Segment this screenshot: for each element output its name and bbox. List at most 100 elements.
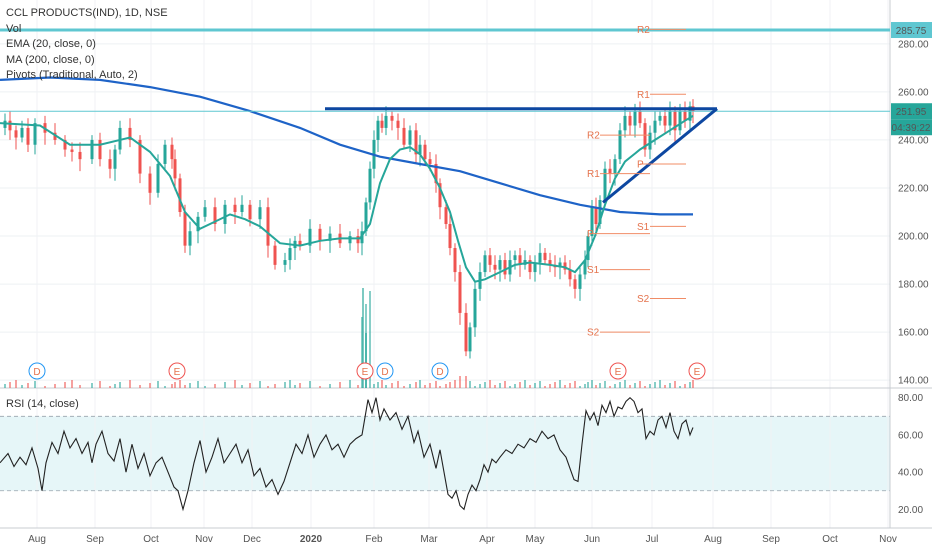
rsi-tick-label: 60.00: [898, 430, 923, 441]
candle-body: [283, 260, 287, 265]
volume-bar: [599, 383, 601, 388]
volume-bar: [189, 383, 191, 388]
volume-bar: [381, 380, 383, 388]
candle-body: [414, 130, 418, 155]
candle-body: [384, 115, 388, 128]
candle-body: [453, 248, 457, 273]
price-tick-label: 220.00: [898, 183, 929, 194]
volume-bar: [249, 383, 251, 388]
volume-bar: [534, 383, 536, 388]
volume-bar: [294, 385, 296, 388]
candle-body: [583, 260, 587, 275]
time-tick-label: Jun: [584, 534, 600, 545]
volume-bar: [574, 381, 576, 388]
price-tick-label: 140.00: [898, 376, 929, 387]
volume-bar: [329, 384, 331, 388]
pivot-label: P: [587, 229, 594, 240]
candle-body: [528, 260, 532, 273]
candle-body: [573, 279, 577, 289]
candle-body: [586, 236, 590, 261]
candle-body: [20, 127, 24, 138]
candle-body: [648, 132, 652, 150]
volume-bar: [419, 380, 421, 388]
volume-bar: [289, 380, 291, 388]
volume-bar: [439, 386, 441, 388]
candle-body: [608, 168, 612, 174]
candle-body: [128, 127, 132, 140]
candle-body: [623, 115, 627, 131]
volume-bar: [21, 385, 23, 388]
pivot-label: P: [637, 159, 644, 170]
candle-body: [258, 207, 262, 220]
rsi-line: [0, 396, 694, 512]
volume-bar: [34, 381, 36, 388]
candle-body: [444, 207, 448, 225]
candle-body: [53, 132, 57, 140]
volume-bar: [494, 385, 496, 388]
rsi-tick-label: 20.00: [898, 505, 923, 516]
candle-body: [156, 163, 160, 193]
volume-bar: [569, 383, 571, 388]
candle-body: [473, 288, 477, 328]
volume-bar: [649, 384, 651, 388]
volume-bar: [415, 382, 417, 388]
volume-bar: [544, 386, 546, 388]
candle-body: [598, 199, 602, 225]
candle-body: [273, 245, 277, 265]
volume-bar: [184, 385, 186, 388]
volume-bar: [634, 383, 636, 388]
r2-price-badge-text: 285.75: [896, 26, 927, 37]
candle-body: [653, 120, 657, 133]
volume-bar: [99, 381, 101, 388]
candle-body: [178, 178, 182, 213]
earnings-marker-label: E: [694, 367, 701, 378]
volume-bar: [549, 384, 551, 388]
volume-bar: [524, 380, 526, 388]
candle-body: [70, 149, 74, 152]
pivot-label: R1: [587, 169, 600, 180]
price-tick-label: 180.00: [898, 280, 929, 291]
candle-body: [223, 204, 227, 225]
legend-ema[interactable]: EMA (20, close, 0): [6, 38, 96, 50]
candle-body: [408, 130, 412, 145]
chart-legend: CCL PRODUCTS(IND), 1D, NSE Vol EMA (20, …: [6, 6, 168, 84]
candle-body: [78, 151, 82, 160]
legend-symbol[interactable]: CCL PRODUCTS(IND), 1D, NSE: [6, 7, 168, 19]
candle-body: [658, 115, 662, 121]
candle-body: [318, 228, 322, 241]
legend-volume[interactable]: Vol: [6, 22, 22, 35]
dividend-marker-label: D: [33, 367, 40, 378]
volume-bar: [587, 382, 589, 388]
earnings-marker-label: E: [174, 367, 181, 378]
earnings-marker: [168, 362, 186, 380]
candle-body: [376, 120, 380, 140]
earnings-marker: [609, 362, 627, 380]
volume-bar: [469, 381, 471, 388]
r2-price-badge: [891, 22, 932, 39]
volume-bar: [357, 385, 359, 388]
volume-bar: [91, 383, 93, 388]
legend-ma[interactable]: MA (200, close, 0): [6, 53, 95, 66]
volume-bar: [604, 381, 606, 388]
candle-body: [118, 127, 122, 150]
volume-bar: [465, 376, 467, 388]
last-price-badge-text: 251.95: [896, 107, 927, 118]
candle-body: [248, 204, 252, 220]
candle-body: [98, 139, 102, 160]
candle-body: [390, 115, 394, 121]
volume-bar: [689, 382, 691, 388]
pivot-label: S2: [587, 328, 600, 339]
candle-body: [590, 207, 594, 237]
volume-bar: [509, 386, 511, 388]
volume-bar: [214, 384, 216, 388]
volume-bar: [674, 381, 676, 388]
candle-body: [563, 262, 567, 270]
legend-pivots[interactable]: Pivots (Traditional, Auto, 2): [6, 69, 138, 81]
volume-bar: [479, 384, 481, 388]
time-tick-label: Feb: [365, 534, 383, 545]
candle-body: [488, 255, 492, 265]
candle-body: [423, 144, 427, 160]
rsi-legend[interactable]: RSI (14, close): [6, 398, 79, 410]
